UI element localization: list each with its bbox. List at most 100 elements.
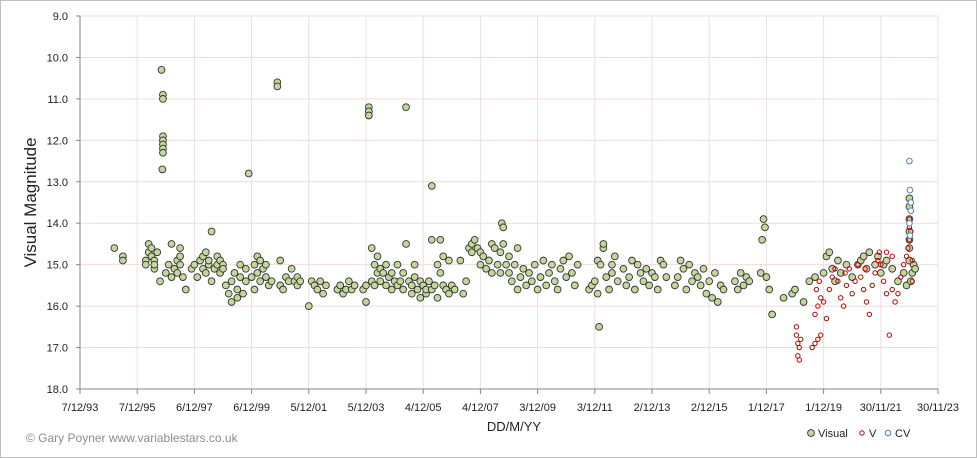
visual-point xyxy=(553,285,562,294)
visual-point xyxy=(502,260,510,269)
v-point xyxy=(852,278,858,284)
visual-point xyxy=(519,264,528,273)
visual-point xyxy=(256,277,265,286)
y-tick-label: 18.0 xyxy=(47,384,68,396)
visual-point xyxy=(373,252,382,261)
visual-point xyxy=(173,269,182,277)
v-point xyxy=(883,249,890,255)
visual-point xyxy=(156,277,164,286)
visual-point xyxy=(287,264,296,273)
visual-point xyxy=(719,285,728,294)
visual-point xyxy=(739,281,748,290)
visual-point xyxy=(250,285,259,294)
visual-point xyxy=(659,260,668,269)
visual-point xyxy=(467,248,476,257)
visual-point xyxy=(496,248,505,257)
visual-point xyxy=(819,269,828,277)
visual-point xyxy=(219,264,227,273)
v-point xyxy=(820,299,827,305)
visual-point xyxy=(673,273,682,281)
visual-point xyxy=(693,273,702,281)
visual-point xyxy=(262,260,270,269)
visual-point xyxy=(382,281,390,290)
visual-point xyxy=(399,285,408,294)
v-point xyxy=(866,311,873,318)
visual-point xyxy=(736,269,745,277)
visual-point xyxy=(525,269,533,277)
v-point xyxy=(796,357,802,363)
v-point xyxy=(898,274,904,280)
x-tick-label: 6/12/99 xyxy=(233,402,270,414)
visual-point xyxy=(236,260,245,269)
visual-point xyxy=(762,273,771,281)
visual-point xyxy=(396,277,405,286)
v-point xyxy=(846,266,853,272)
v-point xyxy=(818,295,824,301)
visual-point xyxy=(207,227,216,236)
v-point xyxy=(858,274,864,280)
visual-point xyxy=(834,256,842,265)
v-point xyxy=(875,257,881,264)
visual-point xyxy=(253,269,262,277)
v-point xyxy=(798,336,804,342)
visual-point xyxy=(859,252,868,261)
v-point xyxy=(889,253,895,260)
legend: Visual V CV xyxy=(807,428,911,440)
v-point xyxy=(842,270,848,276)
grid-layer xyxy=(79,15,939,390)
visual-point xyxy=(230,269,239,277)
visual-point xyxy=(204,256,213,265)
visual-point xyxy=(608,269,616,277)
visual-point xyxy=(642,264,651,273)
visual-point xyxy=(482,264,490,273)
visual-point xyxy=(222,281,230,290)
legend-cv-marker xyxy=(884,429,892,437)
visual-point xyxy=(490,244,499,252)
visual-point xyxy=(653,285,662,294)
visual-point xyxy=(176,260,184,269)
visual-point xyxy=(602,273,611,281)
visual-point xyxy=(548,260,556,269)
visual-point xyxy=(410,273,419,281)
visual-point xyxy=(622,281,631,290)
visual-point xyxy=(487,269,496,277)
visual-point xyxy=(539,256,548,265)
v-point xyxy=(823,315,830,322)
v-point xyxy=(872,270,878,276)
x-tick-label: 2/12/15 xyxy=(691,402,728,414)
visual-point xyxy=(110,244,119,252)
visual-point xyxy=(493,260,502,269)
visual-point xyxy=(273,82,282,91)
visual-point xyxy=(711,269,719,277)
v-point xyxy=(889,286,895,293)
x-tick-label: 5/12/03 xyxy=(348,402,385,414)
y-tick-label: 15.0 xyxy=(47,260,68,272)
visual-point xyxy=(911,264,919,273)
visual-point xyxy=(516,273,525,281)
visual-point xyxy=(164,260,173,269)
visual-point xyxy=(242,264,250,273)
visual-point xyxy=(758,235,766,244)
visual-point xyxy=(413,285,422,294)
visual-point xyxy=(671,281,679,290)
v-point xyxy=(818,332,824,338)
visual-point xyxy=(207,277,216,286)
visual-point xyxy=(805,277,814,286)
x-tick-label: 4/12/07 xyxy=(462,402,499,414)
visual-point xyxy=(639,277,648,286)
visual-point xyxy=(370,281,379,290)
visual-point xyxy=(651,273,659,281)
y-tick-label: 9.0 xyxy=(53,11,68,23)
visual-point xyxy=(628,256,636,265)
visual-point xyxy=(496,269,505,277)
visual-point xyxy=(562,273,571,281)
visual-point xyxy=(605,285,613,294)
visual-point xyxy=(590,277,599,286)
visual-point xyxy=(513,285,522,294)
v-point xyxy=(838,295,844,301)
visual-point xyxy=(533,285,542,294)
visual-point xyxy=(596,260,605,269)
visual-point xyxy=(416,293,425,302)
v-point xyxy=(909,257,915,264)
visual-point xyxy=(708,293,716,302)
